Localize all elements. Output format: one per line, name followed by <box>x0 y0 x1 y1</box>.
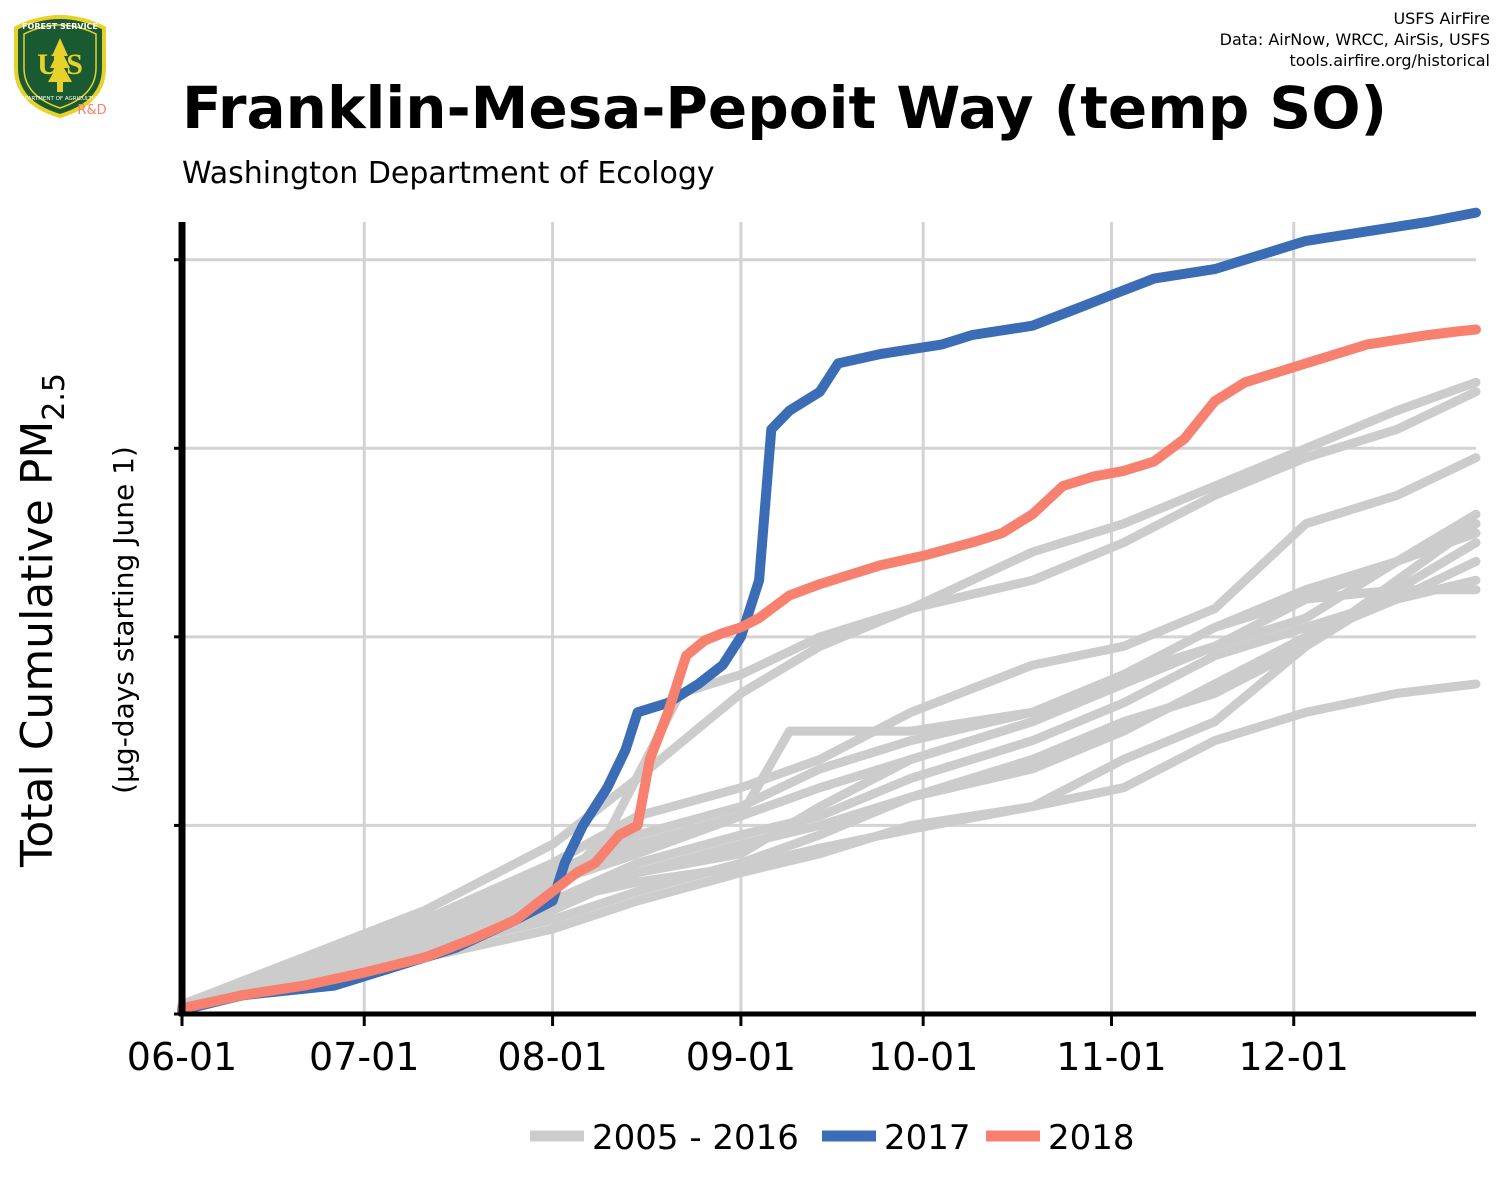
credit-line-3: tools.airfire.org/historical <box>1289 51 1490 70</box>
x-tick-label: 12-01 <box>1239 1035 1349 1079</box>
logo-top-text: FOREST SERVICE <box>22 22 98 31</box>
series-line-2018 <box>177 324 1481 1014</box>
y-axis-label-subscript: 2.5 <box>37 373 72 421</box>
chart-subtitle: Washington Department of Ecology <box>182 156 715 191</box>
x-tick-label: 06-01 <box>127 1035 237 1079</box>
series-line-historical <box>177 519 1481 1011</box>
shield-inner-rim <box>23 24 97 109</box>
series-layer <box>177 207 1481 1016</box>
grid-lines <box>182 222 1476 1014</box>
legend-label-2017: 2017 <box>884 1118 971 1158</box>
chart-title: Franklin-Mesa-Pepoit Way (temp SO) <box>182 74 1388 142</box>
x-tick-label: 08-01 <box>497 1035 607 1079</box>
credit-line-1: USFS AirFire <box>1393 9 1490 28</box>
tree-icon <box>48 38 72 92</box>
y-axis-sublabel: (µg-days starting June 1) <box>107 446 140 794</box>
legend-label-2018: 2018 <box>1048 1118 1135 1158</box>
logo-rd-text: R&D <box>77 103 106 118</box>
y-axis-label: Total Cumulative PM2.5 <box>12 373 72 868</box>
x-tick-label: 09-01 <box>686 1035 796 1079</box>
credits: USFS AirFire Data: AirNow, WRCC, AirSis,… <box>1220 8 1490 71</box>
usfs-shield-logo: FOREST SERVICE U S DEPARTMENT OF AGRICUL… <box>14 15 107 119</box>
series-line-historical <box>177 509 1481 1011</box>
series-line-historical <box>177 387 1481 1010</box>
series-line-2017 <box>177 207 1481 1016</box>
axes: 06-01 07-01 08-01 09-01 10-01 11-01 12-01 <box>127 222 1476 1079</box>
x-tick-label: 11-01 <box>1056 1035 1166 1079</box>
legend: 2005 - 2016 2017 2018 <box>530 1118 1135 1158</box>
credit-line-2: Data: AirNow, WRCC, AirSis, USFS <box>1219 30 1490 49</box>
x-tick-label: 10-01 <box>868 1035 978 1079</box>
logo-bottom-text: DEPARTMENT OF AGRICULTURE <box>17 96 104 102</box>
series-line-historical <box>177 377 1481 1011</box>
y-axis-label-main: Total Cumulative PM <box>12 421 63 868</box>
x-tick-label: 07-01 <box>309 1035 419 1079</box>
legend-label-historical: 2005 - 2016 <box>592 1118 799 1158</box>
